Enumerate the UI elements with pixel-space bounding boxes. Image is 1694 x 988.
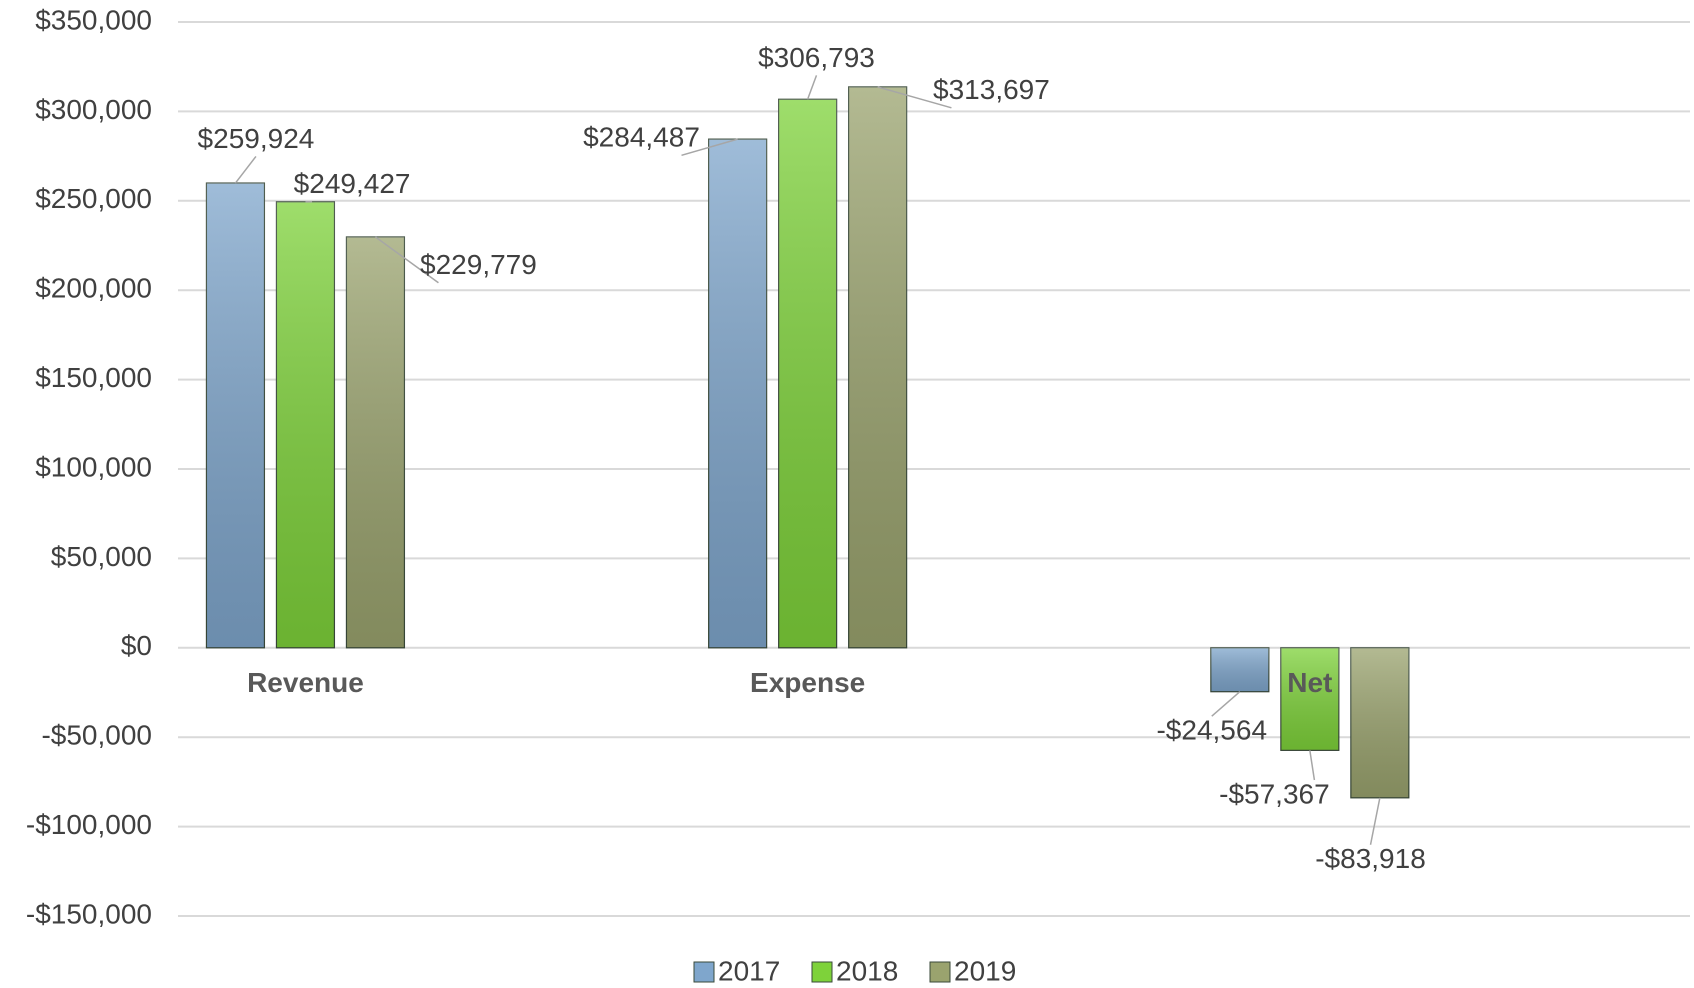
leader-line — [1369, 797, 1381, 845]
category-label: Expense — [750, 667, 865, 698]
bar — [1350, 647, 1410, 799]
y-tick-label: $350,000 — [35, 4, 152, 35]
value-label: -$83,918 — [1315, 843, 1426, 874]
leader-line — [374, 236, 439, 284]
value-label: $229,779 — [420, 249, 537, 280]
bar — [848, 86, 908, 649]
leader-line — [234, 155, 257, 184]
bar — [275, 201, 336, 649]
value-label: $306,793 — [758, 42, 875, 73]
y-tick-label: -$150,000 — [26, 898, 152, 929]
value-label: $284,487 — [583, 122, 700, 153]
bar — [345, 236, 406, 649]
leader-line — [877, 86, 952, 109]
value-label: $259,924 — [198, 123, 315, 154]
value-label: $249,427 — [294, 168, 411, 199]
y-tick-label: $50,000 — [51, 541, 152, 572]
y-tick-label: -$50,000 — [41, 720, 152, 751]
legend-label: 2019 — [954, 955, 1016, 986]
legend-swatch — [693, 961, 715, 983]
legend-label: 2017 — [718, 955, 780, 986]
bar — [708, 138, 768, 649]
value-label: -$24,564 — [1156, 715, 1267, 746]
y-tick-label: -$100,000 — [26, 809, 152, 840]
y-tick-label: $100,000 — [35, 451, 152, 482]
y-tick-label: $0 — [121, 630, 152, 661]
y-tick-label: $250,000 — [35, 183, 152, 214]
category-label: Net — [1287, 667, 1332, 698]
bar — [1280, 647, 1340, 751]
legend-label: 2018 — [836, 955, 898, 986]
bar — [1210, 647, 1270, 693]
bar — [205, 182, 266, 649]
leader-line — [1211, 691, 1241, 717]
value-label: -$57,367 — [1219, 778, 1330, 809]
value-label: $313,697 — [933, 74, 1050, 105]
leader-line — [681, 138, 738, 157]
legend-swatch — [811, 961, 833, 983]
y-tick-label: $300,000 — [35, 94, 152, 125]
bar — [778, 98, 838, 649]
legend-swatch — [929, 961, 951, 983]
leader-line — [1309, 750, 1316, 781]
category-label: Revenue — [247, 667, 364, 698]
y-tick-label: $150,000 — [35, 362, 152, 393]
leader-line — [806, 75, 818, 100]
y-tick-label: $200,000 — [35, 273, 152, 304]
